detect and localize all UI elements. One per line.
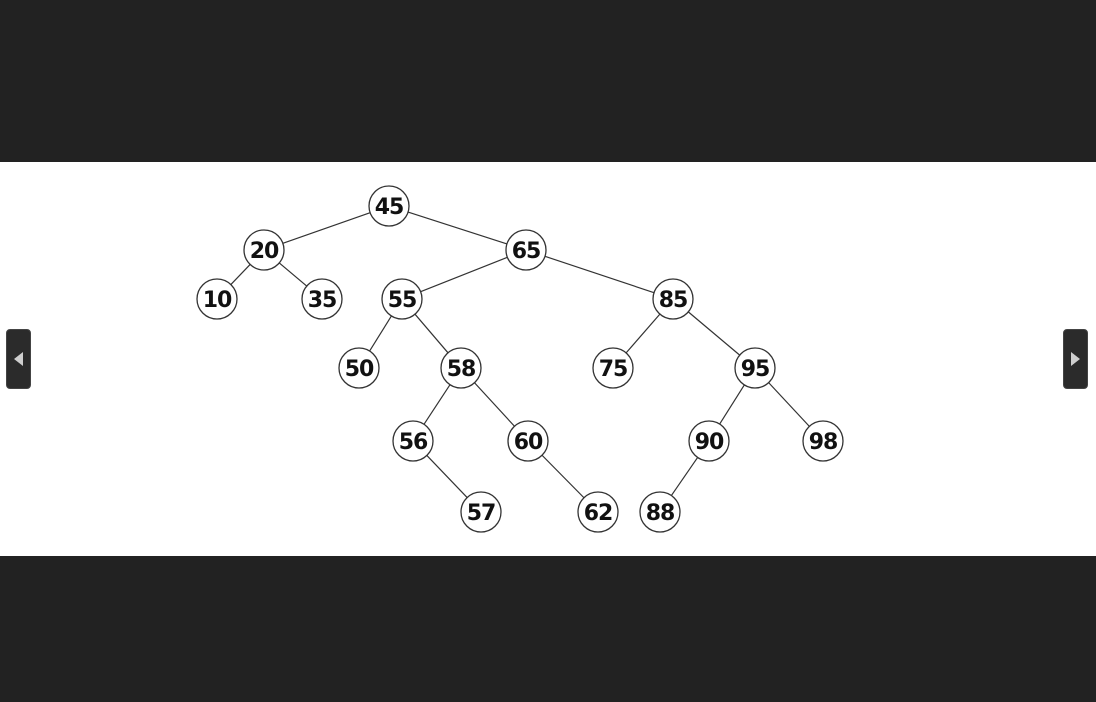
tree-node-circle bbox=[338, 347, 380, 389]
next-image-button[interactable] bbox=[1063, 329, 1088, 389]
tree-node-90: 90 bbox=[688, 420, 730, 462]
tree-node-57: 57 bbox=[460, 491, 502, 533]
tree-node-45: 45 bbox=[368, 185, 410, 227]
previous-image-button[interactable] bbox=[6, 329, 31, 389]
tree-edge-45-65 bbox=[407, 211, 508, 245]
tree-node-60: 60 bbox=[507, 420, 549, 462]
image-panel: 45 20 65 10 35 55 85 50 58 75 95 56 60 90 98 57 62 88 bbox=[0, 162, 1096, 556]
tree-edge-65-55 bbox=[420, 256, 508, 293]
tree-edge-20-10 bbox=[230, 264, 251, 285]
tree-edge-95-90 bbox=[719, 384, 745, 425]
tree-node-50: 50 bbox=[338, 347, 380, 389]
tree-node-label: 75 bbox=[599, 357, 628, 382]
tree-edge-55-50 bbox=[369, 315, 392, 352]
tree-node-55: 55 bbox=[381, 278, 423, 320]
tree-node-56: 56 bbox=[392, 420, 434, 462]
tree-node-88: 88 bbox=[639, 491, 681, 533]
tree-node-20: 20 bbox=[243, 229, 285, 271]
binary-search-tree-diagram: 45 20 65 10 35 55 85 50 58 75 95 56 60 90 98 57 62 88 bbox=[196, 185, 844, 533]
tree-node-10: 10 bbox=[196, 278, 238, 320]
tree-edge-58-60 bbox=[474, 382, 515, 427]
tree-node-35: 35 bbox=[301, 278, 343, 320]
tree-node-circle bbox=[368, 185, 410, 227]
tree-node-circle bbox=[639, 491, 681, 533]
tree-node-label: 85 bbox=[659, 288, 688, 313]
tree-node-circle bbox=[196, 278, 238, 320]
tree-node-circle bbox=[301, 278, 343, 320]
tree-node-circle bbox=[652, 278, 694, 320]
tree-node-label: 35 bbox=[308, 288, 337, 313]
tree-node-label: 62 bbox=[584, 501, 613, 526]
tree-node-circle bbox=[592, 347, 634, 389]
tree-node-label: 90 bbox=[695, 430, 724, 455]
tree-node-label: 45 bbox=[375, 195, 404, 220]
tree-edge-95-98 bbox=[768, 382, 810, 427]
tree-edge-65-85 bbox=[544, 255, 655, 294]
tree-node-circle bbox=[688, 420, 730, 462]
tree-node-circle bbox=[507, 420, 549, 462]
tree-node-label: 57 bbox=[467, 501, 496, 526]
tree-node-circle bbox=[577, 491, 619, 533]
tree-edge-85-95 bbox=[687, 311, 741, 356]
tree-node-circle bbox=[392, 420, 434, 462]
tree-node-circle bbox=[802, 420, 844, 462]
tree-edge-85-75 bbox=[625, 313, 661, 354]
tree-edge-45-20 bbox=[282, 212, 371, 244]
tree-node-label: 58 bbox=[447, 357, 476, 382]
tree-node-circle bbox=[460, 491, 502, 533]
tree-node-98: 98 bbox=[802, 420, 844, 462]
tree-node-label: 65 bbox=[512, 239, 541, 264]
tree-node-85: 85 bbox=[652, 278, 694, 320]
chevron-left-icon bbox=[14, 352, 23, 366]
tree-node-label: 95 bbox=[741, 357, 770, 382]
tree-node-label: 98 bbox=[809, 430, 838, 455]
tree-node-label: 56 bbox=[399, 430, 428, 455]
tree-node-75: 75 bbox=[592, 347, 634, 389]
chevron-right-icon bbox=[1071, 352, 1080, 366]
tree-node-circle bbox=[505, 229, 547, 271]
tree-node-label: 20 bbox=[250, 239, 279, 264]
tree-node-65: 65 bbox=[505, 229, 547, 271]
tree-node-circle bbox=[243, 229, 285, 271]
tree-edge-56-57 bbox=[426, 455, 468, 498]
tree-node-62: 62 bbox=[577, 491, 619, 533]
tree-node-circle bbox=[381, 278, 423, 320]
tree-node-label: 10 bbox=[203, 288, 232, 313]
tree-edge-55-58 bbox=[414, 313, 449, 354]
tree-node-label: 88 bbox=[646, 501, 675, 526]
tree-node-95: 95 bbox=[734, 347, 776, 389]
tree-edge-58-56 bbox=[423, 384, 451, 425]
tree-edge-90-88 bbox=[670, 457, 699, 496]
tree-node-label: 60 bbox=[514, 430, 543, 455]
tree-node-58: 58 bbox=[440, 347, 482, 389]
tree-edge-20-35 bbox=[278, 262, 308, 287]
tree-node-label: 55 bbox=[388, 288, 417, 313]
tree-node-label: 50 bbox=[345, 357, 374, 382]
tree-edge-60-62 bbox=[541, 454, 585, 499]
tree-node-circle bbox=[440, 347, 482, 389]
tree-node-circle bbox=[734, 347, 776, 389]
